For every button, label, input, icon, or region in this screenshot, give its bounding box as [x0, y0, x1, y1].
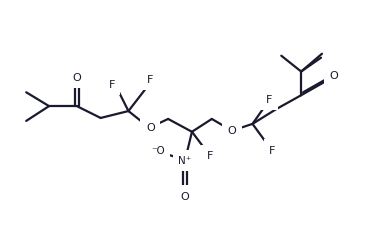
Text: F: F: [147, 75, 153, 85]
Text: O: O: [227, 125, 236, 135]
Text: O: O: [146, 122, 155, 132]
Text: F: F: [269, 145, 276, 155]
Text: F: F: [108, 80, 115, 90]
Text: O: O: [73, 73, 81, 83]
Text: ⁻O: ⁻O: [151, 145, 165, 155]
Text: O: O: [329, 71, 338, 81]
Text: F: F: [207, 151, 213, 161]
Text: O: O: [181, 191, 189, 201]
Text: F: F: [266, 95, 273, 105]
Text: N⁺: N⁺: [178, 156, 191, 166]
